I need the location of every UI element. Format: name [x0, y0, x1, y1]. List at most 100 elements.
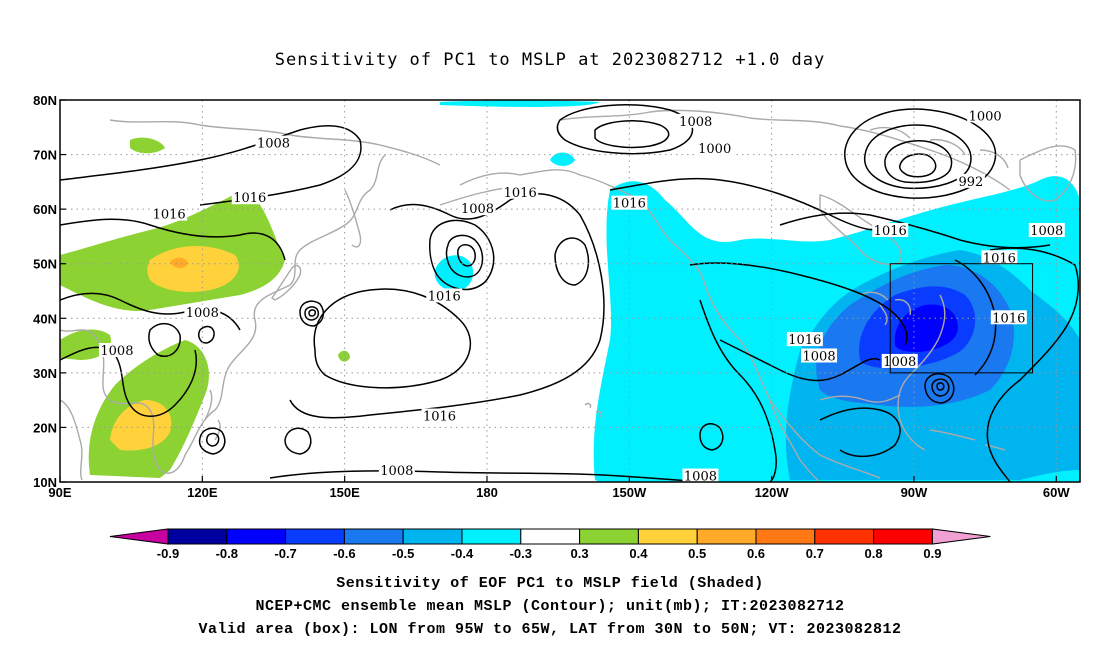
contour-label-bg-9 — [421, 408, 458, 423]
lat-tick-label-1: 20N — [33, 420, 57, 435]
contour-label-20: 1008 — [1030, 224, 1063, 239]
coast-philippines — [204, 389, 221, 441]
contour-aleutian-low-1 — [429, 219, 495, 291]
colorbar-label-12: 0.8 — [865, 546, 883, 561]
contour-label-14: 1008 — [803, 349, 836, 364]
contour-central-pacific-1008 — [269, 470, 701, 482]
shade-asia-yellow-south — [110, 400, 172, 451]
contour-label-22: 1008 — [883, 355, 916, 370]
colorbar-label-4: -0.5 — [392, 546, 414, 561]
caption-line-3: Valid area (box): LON from 95W to 65W, L… — [198, 621, 902, 638]
shade-asia-green-nw — [130, 137, 165, 154]
contour-namerica-1016 — [609, 177, 901, 231]
lat-tick-label-5: 60N — [33, 202, 57, 217]
colorbar-label-8: 0.4 — [629, 546, 648, 561]
colorbar-high-end — [931, 528, 991, 545]
lat-tick-label-3: 40N — [33, 311, 57, 326]
lat-tick-label-4: 50N — [33, 257, 57, 272]
shade-arctic-patch — [440, 100, 600, 107]
shade-asia-green-west — [60, 329, 111, 360]
contour-greenland-low-4 — [899, 153, 937, 178]
caption-line-1: Sensitivity of EOF PC1 to MSLP field (Sh… — [336, 575, 764, 592]
colorbar-low-end — [109, 528, 169, 545]
colorbar-label-0: -0.9 — [157, 546, 179, 561]
contour-label-10: 1016 — [613, 197, 646, 212]
contour-label-bg-10 — [611, 195, 648, 210]
coast-greenland — [1019, 145, 1077, 202]
lon-tick-label-2: 150E — [329, 485, 360, 500]
contour-asia-low-2 — [197, 325, 215, 344]
colorbar-bin-3 — [343, 528, 404, 545]
colorbar-bin-12 — [873, 528, 933, 545]
contour-aleutian-low-3 — [457, 244, 476, 267]
lon-tick-label-3: 180 — [476, 485, 498, 500]
contour-typhoon-3 — [308, 309, 316, 317]
contour-label-bg-8 — [426, 288, 463, 303]
contour-label-5: 1008 — [380, 464, 413, 479]
contour-sea-low-a — [198, 427, 226, 455]
contour-label-bg-18 — [872, 222, 909, 237]
contour-gulf-alaska — [554, 237, 590, 286]
contour-label-bg-0 — [255, 135, 292, 150]
contour-bering-1000 — [594, 120, 670, 149]
axis-ticks: 90E 120E 150E 180 150W 120W 90W 60W 10N 20N 30N 40N… — [33, 93, 1070, 500]
lon-tick-label-7: 60W — [1043, 485, 1070, 500]
contour-label-bg-17 — [956, 173, 985, 188]
coast-east-asia — [60, 154, 386, 474]
coast-mexico — [769, 399, 881, 479]
coast-gulf — [819, 394, 901, 403]
contour-label-7: 1016 — [504, 186, 537, 201]
figure-title: Sensitivity of PC1 to MSLP at 2023082712… — [274, 50, 826, 70]
contour-typhoon-2 — [304, 306, 320, 321]
caption-line-2: NCEP+CMC ensemble mean MSLP (Contour); u… — [255, 598, 845, 615]
contour-label-bg-5 — [378, 463, 415, 478]
contour-label-8: 1016 — [428, 289, 461, 304]
colorbar-label-11: 0.7 — [806, 546, 824, 561]
contour-label-bg-16 — [967, 108, 1004, 123]
coast-hudson-bay — [819, 194, 902, 266]
coast-alaska — [459, 169, 821, 482]
coast-arctic — [559, 109, 1011, 191]
contour-mexico-low — [699, 423, 724, 451]
contour-label-1: 1016 — [153, 208, 186, 223]
lat-tick-label-0: 10N — [33, 475, 57, 490]
colorbar-bin-5 — [461, 528, 522, 545]
colorbar-bin-10 — [755, 528, 816, 545]
colorbar-bin-8 — [637, 528, 698, 545]
contour-label-9: 1016 — [423, 410, 456, 425]
shade-asia-orange-core — [170, 257, 188, 269]
coast-caribbean — [929, 429, 1006, 451]
contour-label-bg-6 — [459, 201, 496, 216]
contour-label-17: 992 — [958, 175, 983, 190]
lon-tick-label-1: 120E — [187, 485, 218, 500]
shade-atlantic-core — [894, 304, 958, 352]
contour-greenland-low-1 — [844, 108, 997, 199]
colorbar: -0.9 -0.8 -0.7 -0.6 -0.5 -0.4 -0.3 0.3 0.4 0.5 0.6… — [109, 528, 991, 561]
contour-label-bg-20 — [1028, 222, 1065, 237]
contour-aleutian-low-2 — [445, 234, 484, 278]
contour-label-19: 1016 — [983, 251, 1016, 266]
contour-pacific-low-small — [284, 427, 312, 455]
shade-alaska-patch — [550, 152, 575, 166]
lat-tick-label-6: 70N — [33, 148, 57, 163]
lat-tick-label-2: 30N — [33, 366, 57, 381]
contour-atlantic-high — [986, 247, 1080, 482]
contour-label-bg-14 — [801, 348, 838, 363]
contour-label-15: 1008 — [684, 470, 717, 485]
contour-label-2: 1016 — [233, 191, 266, 206]
coast-hawaii — [584, 402, 602, 418]
contour-atlantic-hurricane-2 — [931, 378, 950, 397]
shade-pacific-green — [338, 350, 350, 362]
contour-label-16: 1000 — [969, 109, 1002, 124]
colorbar-label-13: 0.9 — [923, 546, 941, 561]
sensitivity-map: 1008 1016 1016 1008 1008 1008 1008 1016 1016 1016… — [33, 93, 1081, 500]
contour-label-bg-2 — [231, 190, 268, 205]
contour-label-0: 1008 — [257, 137, 290, 152]
colorbar-label-5: -0.4 — [451, 546, 474, 561]
contour-labels: 1008 1016 1016 1008 1008 1008 1008 1016 1016 1016… — [98, 108, 1065, 485]
contour-asia-1008-b — [60, 346, 197, 417]
map-frame — [59, 99, 1081, 483]
contour-canada-1008 — [689, 262, 908, 346]
mslp-contours — [60, 104, 1080, 482]
